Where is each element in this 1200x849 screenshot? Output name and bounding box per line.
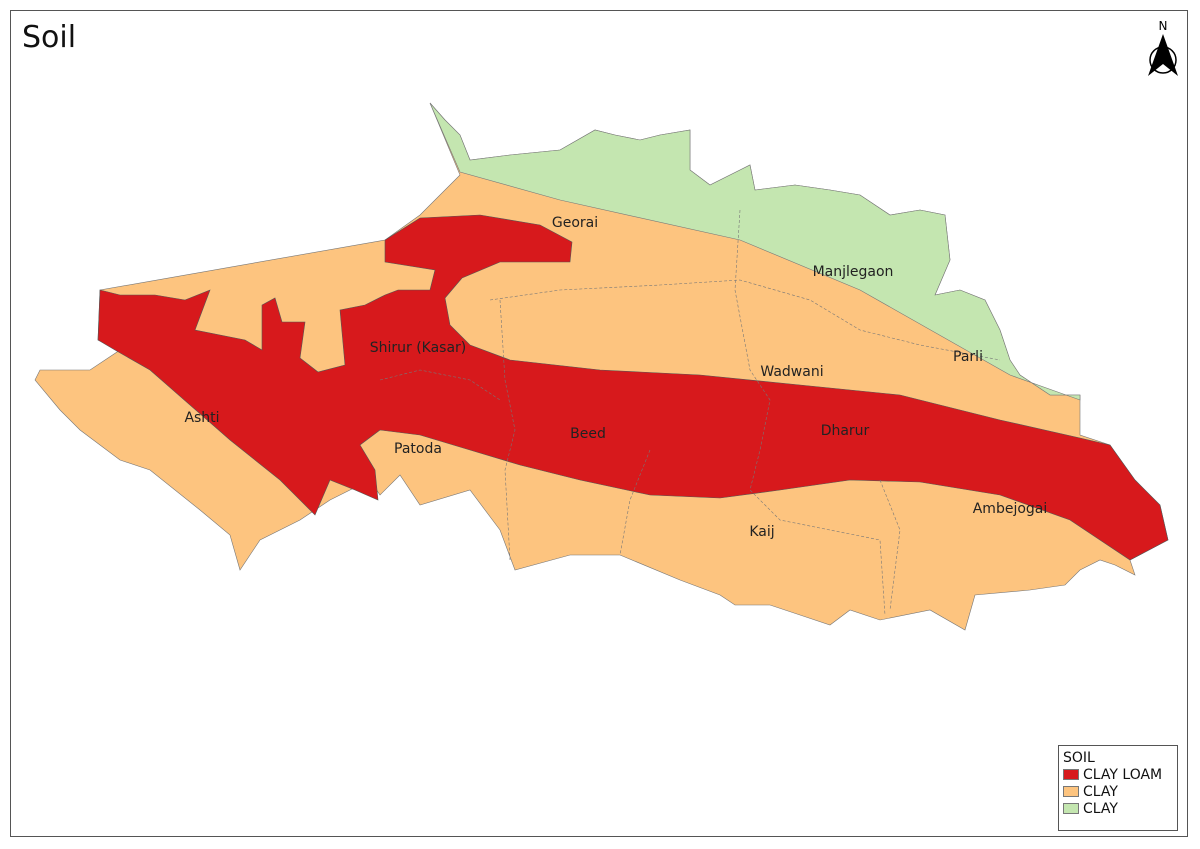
north-arrow-icon: N (1142, 16, 1182, 82)
place-label-ashti: Ashti (184, 410, 219, 426)
place-label-beed: Beed (570, 426, 606, 442)
place-label-patoda: Patoda (394, 441, 442, 457)
map-title: Soil (22, 20, 77, 55)
place-label-dharur: Dharur (821, 423, 870, 439)
region-clay-green (429, 102, 1081, 401)
place-label-kaij: Kaij (749, 524, 774, 540)
place-label-wadwani: Wadwani (760, 364, 823, 380)
place-label-shirur-kasar: Shirur (Kasar) (370, 340, 467, 356)
place-label-ambejogai: Ambejogai (973, 501, 1048, 517)
legend-label: CLAY (1083, 783, 1118, 800)
place-label-manjlegaon: Manjlegaon (813, 264, 894, 280)
legend-swatch (1063, 803, 1079, 814)
region-clay-loam-red (97, 214, 1169, 561)
legend-item-clay-green: CLAY (1063, 800, 1177, 817)
legend-label: CLAY LOAM (1083, 766, 1163, 783)
legend-swatch (1063, 786, 1079, 797)
place-label-parli: Parli (953, 349, 983, 365)
legend-item-clay-loam: CLAY LOAM (1063, 766, 1177, 783)
map-frame (10, 10, 1188, 837)
legend-title: SOIL (1063, 750, 1095, 766)
legend-swatch (1063, 769, 1079, 780)
north-label: N (1159, 19, 1168, 33)
legend-label: CLAY (1083, 800, 1118, 817)
legend: SOIL CLAY LOAM CLAY CLAY (1058, 745, 1178, 831)
legend-item-clay-orange: CLAY (1063, 783, 1177, 800)
place-label-georai: Georai (552, 215, 598, 231)
taluka-boundaries (379, 209, 1001, 616)
